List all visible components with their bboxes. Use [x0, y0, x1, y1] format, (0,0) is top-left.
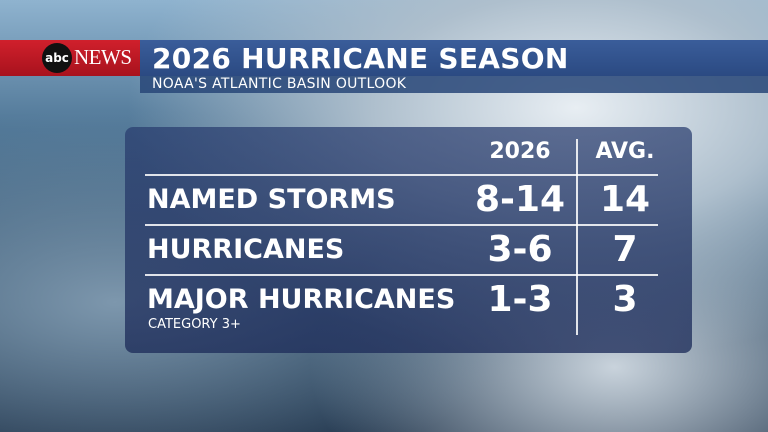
column-header: AVG. [595, 139, 655, 164]
table-panel: 2026 AVG. NAMED STORMS 8-14 14 HURRICANES 3-6 7… [125, 127, 692, 353]
logo-mark: abc [42, 43, 72, 73]
cell-value: 1-3 [487, 279, 553, 320]
title: 2026 HURRICANE SEASON [152, 42, 569, 75]
title-bar: 2026 HURRICANE SEASON [140, 40, 768, 76]
row-label: HURRICANES [147, 234, 345, 265]
cell-value: 3-6 [487, 229, 553, 270]
cell-value: 14 [599, 179, 651, 220]
divider [145, 274, 658, 276]
row-label: MAJOR HURRICANES [147, 284, 456, 315]
subtitle-bar: NOAA'S ATLANTIC BASIN OUTLOOK [140, 76, 768, 93]
subtitle: NOAA'S ATLANTIC BASIN OUTLOOK [152, 76, 407, 92]
divider [145, 174, 658, 176]
cell-value: 8-14 [474, 179, 566, 220]
divider [145, 224, 658, 226]
column-header: 2026 [489, 139, 551, 164]
row-note: CATEGORY 3+ [148, 317, 241, 332]
logo: abc NEWS [0, 40, 140, 76]
cell-value: 3 [612, 279, 638, 320]
logo-text: NEWS [74, 45, 132, 69]
divider [576, 139, 578, 335]
row-label: NAMED STORMS [147, 184, 396, 215]
cell-value: 7 [612, 229, 638, 270]
